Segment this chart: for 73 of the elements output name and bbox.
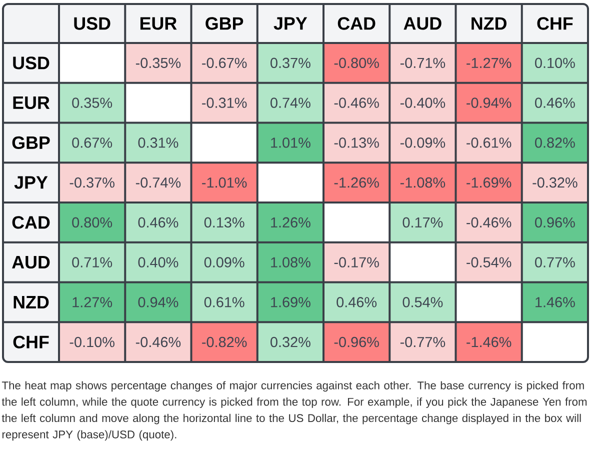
data-label: -0.17% xyxy=(334,257,379,268)
data-label: 0.82% xyxy=(535,138,575,148)
data-label: 0.94% xyxy=(138,297,178,308)
data-label: 0.54% xyxy=(402,297,443,308)
data-label: 0.71% xyxy=(72,257,112,268)
data-label: 0.40% xyxy=(138,257,178,268)
y-tick-label: NZD xyxy=(14,296,49,308)
data-label: 0.74% xyxy=(270,98,310,108)
data-label: -0.71% xyxy=(400,58,446,68)
data-label: -1.69% xyxy=(466,177,512,188)
y-tick-label: GBP xyxy=(12,136,50,150)
data-label: -0.82% xyxy=(202,336,247,348)
data-label: -1.01% xyxy=(202,177,247,188)
data-label: 0.37% xyxy=(270,58,310,68)
data-label: -0.37% xyxy=(70,177,114,188)
x-tick-label: JPY xyxy=(274,17,308,30)
data-label: -0.09% xyxy=(400,138,446,148)
data-label: -0.94% xyxy=(466,98,512,108)
x-tick-label: CAD xyxy=(338,17,376,30)
data-label: -0.35% xyxy=(136,58,181,68)
data-label: 0.35% xyxy=(72,98,112,108)
data-label: -1.08% xyxy=(400,177,446,188)
data-label: -0.31% xyxy=(202,98,247,108)
data-label: 0.31% xyxy=(138,138,178,148)
data-label: 0.77% xyxy=(535,257,575,268)
data-label: 1.46% xyxy=(536,297,575,308)
y-tick-label: CAD xyxy=(12,216,50,229)
data-label: -1.26% xyxy=(334,177,379,188)
data-label: 0.67% xyxy=(72,138,112,148)
data-label: -0.40% xyxy=(400,98,446,108)
data-label: 0.10% xyxy=(535,58,575,68)
y-tick-label: USD xyxy=(13,56,50,70)
y-tick-label: CHF xyxy=(13,336,49,348)
data-label: -0.67% xyxy=(202,58,247,68)
x-tick-label: CHF xyxy=(537,17,573,30)
data-label: 0.09% xyxy=(204,257,244,268)
data-label: 1.27% xyxy=(72,297,112,308)
data-label: -0.46% xyxy=(136,336,181,348)
data-label: -0.10% xyxy=(70,336,114,348)
data-label: 0.61% xyxy=(204,297,244,308)
data-label: 1.26% xyxy=(271,217,310,228)
data-label: -1.27% xyxy=(466,58,512,68)
y-tick-label: EUR xyxy=(13,96,50,110)
data-label: 0.46% xyxy=(535,98,575,108)
data-label: 0.46% xyxy=(138,217,178,228)
data-label: -0.61% xyxy=(466,138,512,148)
data-label: -0.80% xyxy=(334,58,379,68)
x-tick-label: USD xyxy=(74,17,110,30)
x-tick-label: NZD xyxy=(472,17,506,30)
text: The heat map shows percentage changes of major currencies against each other. The base currency is picked from the left column, while the quote currency is picked from the top row. For example, if you pick the Japanese Yen from the left column and move along the horizontal line to the US Dollar, the percentage change displayed in the box will represent JPY (base)/USD (quote). xyxy=(2,381,587,441)
x-tick-label: EUR xyxy=(140,17,177,30)
data-label: 0.96% xyxy=(535,217,575,228)
data-label: -0.32% xyxy=(532,177,578,188)
data-label: 1.01% xyxy=(271,138,310,148)
data-label: -0.74% xyxy=(136,177,181,188)
data-label: 0.46% xyxy=(336,297,377,308)
data-label: -0.77% xyxy=(400,336,446,348)
data-label: -0.46% xyxy=(334,98,379,108)
y-tick-label: JPY xyxy=(14,176,48,189)
data-label: -0.54% xyxy=(466,257,512,268)
data-label: 1.08% xyxy=(271,257,310,268)
data-label: 0.17% xyxy=(402,217,443,228)
data-label: 1.69% xyxy=(271,297,310,308)
y-tick-label: AUD xyxy=(12,256,50,269)
x-tick-label: GBP xyxy=(206,17,244,30)
data-label: -0.13% xyxy=(334,138,379,148)
data-label: -1.46% xyxy=(466,336,512,348)
x-tick-label: AUD xyxy=(404,17,442,30)
data-label: -0.46% xyxy=(466,217,512,228)
data-label: 0.13% xyxy=(204,217,244,228)
data-label: 0.80% xyxy=(72,217,112,228)
data-label: -0.96% xyxy=(334,336,379,348)
data-label: 0.32% xyxy=(270,336,310,348)
